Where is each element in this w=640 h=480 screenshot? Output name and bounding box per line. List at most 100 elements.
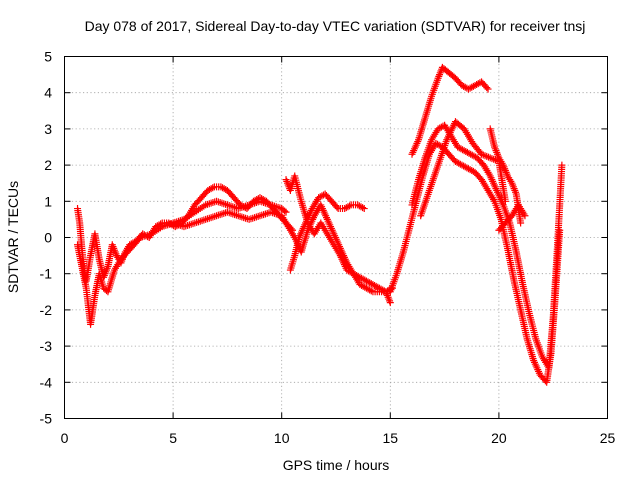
data-point — [200, 216, 208, 224]
x-tick-label: 5 — [169, 430, 177, 446]
data-point — [202, 215, 210, 223]
data-point — [256, 212, 264, 220]
data-point — [222, 200, 230, 208]
x-tick-label: 10 — [274, 430, 290, 446]
data-point — [194, 218, 202, 226]
data-points — [74, 63, 566, 386]
data-point — [261, 210, 269, 218]
data-point — [281, 207, 289, 215]
data-point — [225, 202, 233, 210]
data-point — [218, 199, 226, 207]
series-arc — [495, 201, 529, 234]
data-point — [344, 203, 352, 211]
data-point — [203, 215, 211, 223]
series-arc — [408, 121, 566, 372]
data-point — [240, 214, 248, 222]
data-point — [258, 211, 266, 219]
data-point — [196, 217, 204, 225]
data-point — [461, 83, 469, 91]
data-point — [185, 221, 193, 229]
series-arc — [417, 118, 509, 220]
y-tick-label: -3 — [40, 338, 53, 354]
data-point — [229, 203, 237, 211]
data-point — [232, 211, 240, 219]
data-point — [207, 214, 215, 222]
data-point — [227, 209, 235, 217]
data-point — [220, 209, 228, 217]
data-point — [484, 85, 492, 93]
data-point — [193, 218, 201, 226]
y-tick-label: 1 — [44, 193, 52, 209]
y-tick-label: 3 — [44, 121, 52, 137]
data-point — [254, 212, 262, 220]
y-tick-label: -1 — [40, 266, 53, 282]
x-tick-label: 25 — [600, 430, 616, 446]
data-point — [214, 198, 222, 206]
data-point — [521, 212, 529, 220]
data-point — [517, 219, 525, 227]
series-arc — [74, 183, 297, 285]
data-point — [209, 213, 217, 221]
data-point — [260, 211, 268, 219]
data-point — [263, 209, 271, 217]
chart-title: Day 078 of 2017, Sidereal Day-to-day VTE… — [85, 18, 586, 34]
axis-ticks — [64, 56, 608, 419]
data-point — [211, 212, 219, 220]
y-tick-label: 4 — [44, 85, 52, 101]
series-arc — [408, 63, 492, 158]
data-point — [231, 211, 239, 219]
series-arc — [74, 197, 290, 328]
data-point — [357, 203, 365, 211]
y-tick-label: -4 — [40, 374, 53, 390]
data-point — [229, 210, 237, 218]
y-tick-labels: -5 -4 -3 -2 -1 0 1 2 3 4 5 — [40, 49, 53, 427]
y-axis-label: SDTVAR / TECUs — [5, 181, 21, 293]
data-point — [558, 161, 566, 169]
data-point — [187, 220, 195, 228]
x-tick-labels: 0 5 10 15 20 25 — [61, 430, 616, 446]
y-tick-label: 0 — [44, 230, 52, 246]
y-tick-label: -2 — [40, 302, 53, 318]
data-point — [209, 184, 217, 192]
data-point — [234, 212, 242, 220]
data-point — [213, 197, 221, 205]
data-point — [333, 203, 341, 211]
data-point — [282, 208, 290, 216]
data-point — [227, 202, 235, 210]
data-point — [236, 212, 244, 220]
data-point — [220, 185, 228, 193]
data-point — [225, 209, 233, 217]
data-point — [501, 197, 509, 205]
y-tick-label: 2 — [44, 157, 52, 173]
data-point — [386, 299, 394, 307]
series-arc — [286, 190, 368, 274]
data-point — [209, 199, 217, 207]
data-point — [346, 202, 354, 210]
data-point — [245, 215, 253, 223]
data-point — [207, 199, 215, 207]
data-point — [214, 211, 222, 219]
y-tick-label: 5 — [44, 49, 52, 65]
data-point — [367, 287, 375, 295]
series-arc — [169, 201, 396, 296]
x-tick-label: 15 — [383, 430, 399, 446]
data-point — [191, 219, 199, 227]
x-tick-label: 20 — [491, 430, 507, 446]
data-point — [216, 211, 224, 219]
data-point — [238, 213, 246, 221]
data-point — [223, 201, 231, 209]
data-point — [483, 84, 491, 92]
data-point — [207, 185, 215, 193]
data-point — [360, 205, 368, 213]
data-point — [189, 220, 197, 228]
data-point — [218, 210, 226, 218]
data-point — [205, 214, 213, 222]
data-point — [247, 215, 255, 223]
data-point — [142, 232, 150, 240]
data-point — [198, 217, 206, 225]
data-point — [252, 213, 260, 221]
data-point — [240, 203, 248, 211]
data-point — [251, 214, 259, 222]
data-point — [213, 212, 221, 220]
data-point — [223, 208, 231, 216]
